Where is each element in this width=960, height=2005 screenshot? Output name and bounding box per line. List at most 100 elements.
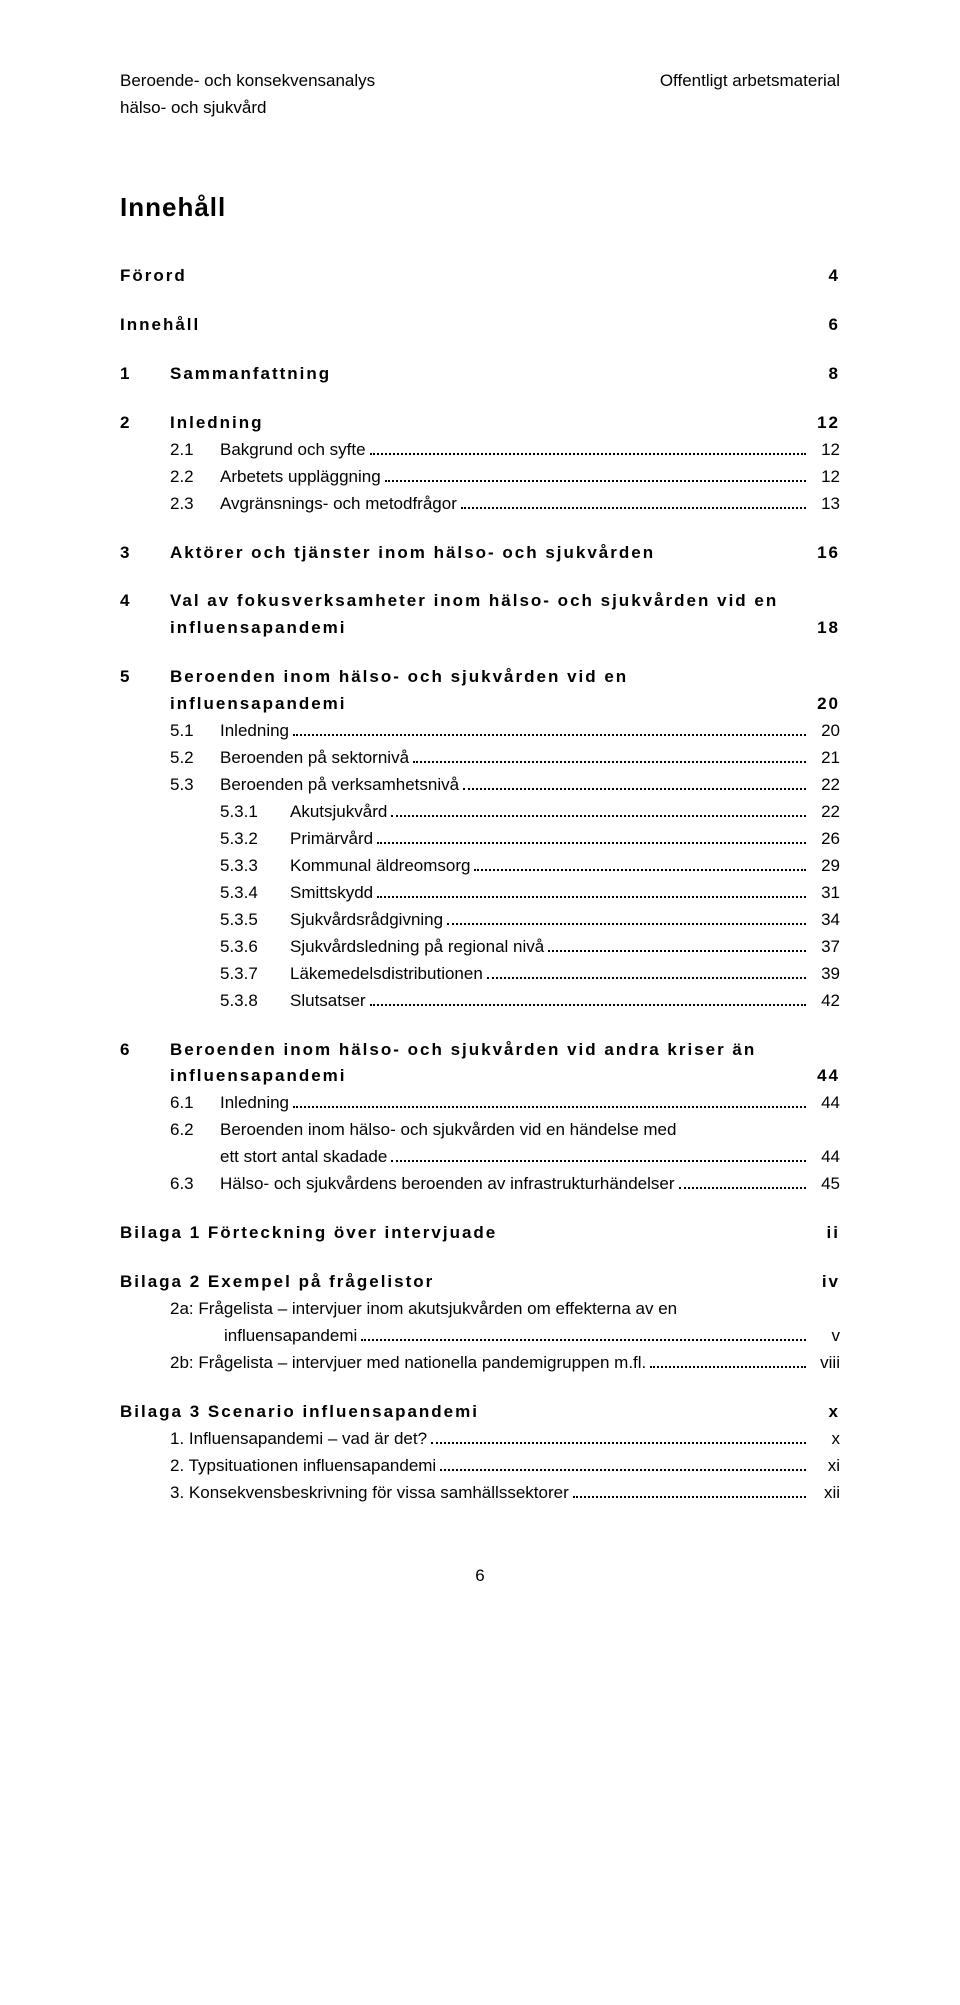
toc-label: Sjukvårdsledning på regional nivå bbox=[290, 936, 544, 959]
toc-page: 26 bbox=[810, 828, 840, 851]
toc-page: viii bbox=[810, 1352, 840, 1375]
toc-s5-3-8: 5.3.8 Slutsatser 42 bbox=[120, 990, 840, 1013]
toc-label: influensapandemi bbox=[170, 693, 347, 716]
toc-page: 18 bbox=[810, 617, 840, 640]
leader-dots bbox=[679, 1174, 806, 1189]
toc-s2-2: 2.2 Arbetets uppläggning 12 bbox=[120, 466, 840, 489]
toc-label: 2. Typsituationen influensapandemi bbox=[170, 1455, 436, 1478]
toc-num: 5.3.7 bbox=[220, 963, 290, 986]
toc-page: 31 bbox=[810, 882, 840, 905]
leader-dots bbox=[447, 909, 806, 924]
toc-page: x bbox=[810, 1401, 840, 1424]
leader-dots bbox=[650, 1353, 806, 1368]
toc-label: Bakgrund och syfte bbox=[220, 439, 366, 462]
toc-label: Aktörer och tjänster inom hälso- och sju… bbox=[170, 542, 655, 565]
toc-page: 44 bbox=[810, 1092, 840, 1115]
toc-page: v bbox=[810, 1325, 840, 1348]
toc-num: 5.3.8 bbox=[220, 990, 290, 1013]
toc-label: Arbetets uppläggning bbox=[220, 466, 381, 489]
toc-s6-line1: 6 Beroenden inom hälso- och sjukvården v… bbox=[120, 1039, 840, 1062]
toc-num: 5.3.3 bbox=[220, 855, 290, 878]
leader-dots bbox=[391, 1147, 806, 1162]
leader-dots bbox=[361, 1326, 806, 1341]
toc-s5-1: 5.1 Inledning 20 bbox=[120, 720, 840, 743]
header-left-2: hälso- och sjukvård bbox=[120, 97, 840, 120]
toc-num: 2.1 bbox=[170, 439, 220, 462]
toc-label: Beroenden på verksamhetsnivå bbox=[220, 774, 459, 797]
toc-num: 5.2 bbox=[170, 747, 220, 770]
toc-label: Beroenden på sektornivå bbox=[220, 747, 409, 770]
toc-b3-2: 2. Typsituationen influensapandemi xi bbox=[120, 1455, 840, 1478]
toc-s5-3-1: 5.3.1 Akutsjukvård 22 bbox=[120, 801, 840, 824]
toc-page: 6 bbox=[810, 314, 840, 337]
toc-num: 6.3 bbox=[170, 1173, 220, 1196]
leader-dots bbox=[487, 963, 806, 978]
toc-page: 20 bbox=[810, 720, 840, 743]
toc-num: 6.1 bbox=[170, 1092, 220, 1115]
leader-dots bbox=[573, 1482, 806, 1497]
toc-page: 44 bbox=[810, 1065, 840, 1088]
page-header: Beroende- och konsekvensanalys Offentlig… bbox=[120, 70, 840, 93]
toc-s6-line2: influensapandemi 44 bbox=[120, 1065, 840, 1088]
toc-label: Beroenden inom hälso- och sjukvården vid… bbox=[170, 1039, 756, 1062]
toc-s6-1: 6.1 Inledning 44 bbox=[120, 1092, 840, 1115]
toc-label: influensapandemi bbox=[170, 617, 347, 640]
toc-b1: Bilaga 1 Förteckning över intervjuade ii bbox=[120, 1222, 840, 1245]
leader-dots bbox=[370, 439, 806, 454]
toc-num: 5 bbox=[120, 666, 170, 689]
toc-label: Sjukvårdsrådgivning bbox=[290, 909, 443, 932]
toc-label: Val av fokusverksamheter inom hälso- och… bbox=[170, 590, 778, 613]
toc-b2a-line2: influensapandemi v bbox=[120, 1325, 840, 1348]
toc-page: 22 bbox=[810, 774, 840, 797]
toc-b3-1: 1. Influensapandemi – vad är det? x bbox=[120, 1428, 840, 1451]
leader-dots bbox=[413, 748, 806, 763]
toc-page: 12 bbox=[810, 412, 840, 435]
toc-s5-line2: influensapandemi 20 bbox=[120, 693, 840, 716]
toc-page: 34 bbox=[810, 909, 840, 932]
toc-s5-3-4: 5.3.4 Smittskydd 31 bbox=[120, 882, 840, 905]
toc-label: Smittskydd bbox=[290, 882, 373, 905]
toc-s2: 2 Inledning 12 bbox=[120, 412, 840, 435]
toc-label: Sammanfattning bbox=[170, 363, 331, 386]
toc-s2-3: 2.3 Avgränsnings- och metodfrågor 13 bbox=[120, 493, 840, 516]
toc-s4-line2: influensapandemi 18 bbox=[120, 617, 840, 640]
toc-b2b: 2b: Frågelista – intervjuer med nationel… bbox=[120, 1352, 840, 1375]
toc-s5-3-5: 5.3.5 Sjukvårdsrådgivning 34 bbox=[120, 909, 840, 932]
toc-label: Läkemedelsdistributionen bbox=[290, 963, 483, 986]
toc-label: Bilaga 2 Exempel på frågelistor bbox=[120, 1271, 434, 1294]
toc-label: Förord bbox=[120, 265, 187, 288]
toc-b3-3: 3. Konsekvensbeskrivning för vissa samhä… bbox=[120, 1482, 840, 1505]
toc-page: 42 bbox=[810, 990, 840, 1013]
header-left-1: Beroende- och konsekvensanalys bbox=[120, 70, 375, 93]
toc-num: 2.3 bbox=[170, 493, 220, 516]
toc-label: Avgränsnings- och metodfrågor bbox=[220, 493, 457, 516]
toc-label: Hälso- och sjukvårdens beroenden av infr… bbox=[220, 1173, 675, 1196]
toc-num: 6.2 bbox=[170, 1119, 220, 1142]
leader-dots bbox=[548, 936, 806, 951]
toc-label: 1. Influensapandemi – vad är det? bbox=[170, 1428, 427, 1451]
toc-label: Beroenden inom hälso- och sjukvården vid… bbox=[220, 1119, 676, 1142]
toc-page: 16 bbox=[810, 542, 840, 565]
header-right-1: Offentligt arbetsmaterial bbox=[660, 70, 840, 93]
toc-num: 5.3.1 bbox=[220, 801, 290, 824]
toc-page: 44 bbox=[810, 1146, 840, 1169]
toc-page: 12 bbox=[810, 466, 840, 489]
toc-page: 29 bbox=[810, 855, 840, 878]
toc-page: 4 bbox=[810, 265, 840, 288]
toc-innehall: Innehåll 6 bbox=[120, 314, 840, 337]
toc-s5-2: 5.2 Beroenden på sektornivå 21 bbox=[120, 747, 840, 770]
toc-s6-2-line1: 6.2 Beroenden inom hälso- och sjukvården… bbox=[120, 1119, 840, 1142]
toc-page: iv bbox=[810, 1271, 840, 1294]
toc-label: 3. Konsekvensbeskrivning för vissa samhä… bbox=[170, 1482, 569, 1505]
toc-page: xi bbox=[810, 1455, 840, 1478]
toc-label: Inledning bbox=[220, 720, 289, 743]
toc-s3: 3 Aktörer och tjänster inom hälso- och s… bbox=[120, 542, 840, 565]
leader-dots bbox=[377, 883, 806, 898]
leader-dots bbox=[440, 1455, 806, 1470]
toc-num: 2.2 bbox=[170, 466, 220, 489]
toc-num: 4 bbox=[120, 590, 170, 613]
page-number: 6 bbox=[120, 1565, 840, 1588]
toc-page: 8 bbox=[810, 363, 840, 386]
toc-b3: Bilaga 3 Scenario influensapandemi x bbox=[120, 1401, 840, 1424]
leader-dots bbox=[370, 990, 806, 1005]
